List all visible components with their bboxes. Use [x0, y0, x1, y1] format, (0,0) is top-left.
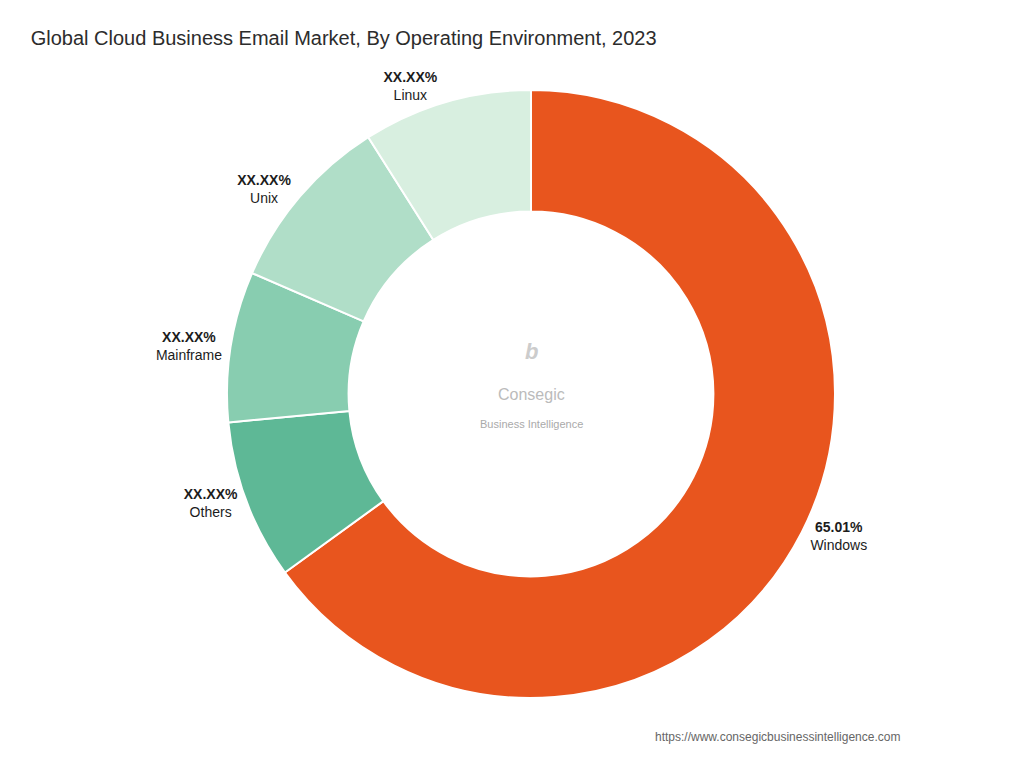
svg-text:65.01%Windows: 65.01%Windows [810, 519, 867, 553]
svg-text:Business Intelligence: Business Intelligence [480, 418, 583, 430]
svg-text:Consegic: Consegic [498, 386, 565, 403]
svg-text:b: b [525, 339, 538, 364]
svg-text:XX.XX%Mainframe: XX.XX%Mainframe [156, 329, 222, 363]
svg-text:https://www.consegicbusinessin: https://www.consegicbusinessintelligence… [655, 730, 900, 744]
svg-text:XX.XX%Others: XX.XX%Others [184, 486, 238, 520]
svg-text:XX.XX%Linux: XX.XX%Linux [383, 69, 437, 103]
svg-text:Global Cloud Business Email Ma: Global Cloud Business Email Market, By O… [31, 27, 657, 49]
svg-text:XX.XX%Unix: XX.XX%Unix [237, 172, 291, 206]
